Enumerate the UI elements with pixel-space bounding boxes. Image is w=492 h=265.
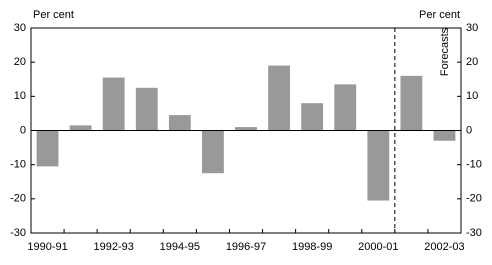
x-tick-label: 1990-91 <box>27 241 67 253</box>
bar <box>235 127 257 131</box>
bar <box>268 65 290 131</box>
x-tick-label: 2002-03 <box>424 241 464 253</box>
x-tick-label: 1996-97 <box>226 241 266 253</box>
bar <box>202 130 224 174</box>
y-tick-label: 10 <box>14 90 26 102</box>
y2-tick-label: 30 <box>466 22 478 34</box>
y-tick-label: -20 <box>10 193 26 205</box>
bar <box>301 103 324 131</box>
x-tick-label: 1994-95 <box>160 241 200 253</box>
y-tick-label: -10 <box>10 159 26 171</box>
bar <box>135 87 158 131</box>
bar <box>433 130 456 141</box>
bar <box>69 125 92 131</box>
y2-tick-label: -10 <box>466 159 482 171</box>
y-tick-label: 0 <box>20 124 26 136</box>
x-tick-label: 1992-93 <box>94 241 134 253</box>
y2-tick-label: -20 <box>466 193 482 205</box>
forecast-annotation: Forecasts <box>439 27 451 76</box>
y-tick-label: -30 <box>10 227 26 239</box>
y2-axis-label: Per cent <box>419 9 460 21</box>
x-tick-label: 1998-99 <box>292 241 332 253</box>
bar <box>36 130 59 167</box>
bar <box>102 77 125 131</box>
bar <box>334 84 357 131</box>
y2-tick-label: 20 <box>466 56 478 68</box>
y-axis-label: Per cent <box>33 9 74 21</box>
y-tick-label: 20 <box>14 56 26 68</box>
bar <box>367 130 390 201</box>
bar <box>168 115 191 131</box>
y2-tick-label: -30 <box>466 227 482 239</box>
y-tick-label: 30 <box>14 22 26 34</box>
y2-tick-label: 10 <box>466 90 478 102</box>
bar <box>400 75 423 131</box>
y2-tick-label: 0 <box>466 124 472 136</box>
x-tick-label: 2000-01 <box>358 241 398 253</box>
